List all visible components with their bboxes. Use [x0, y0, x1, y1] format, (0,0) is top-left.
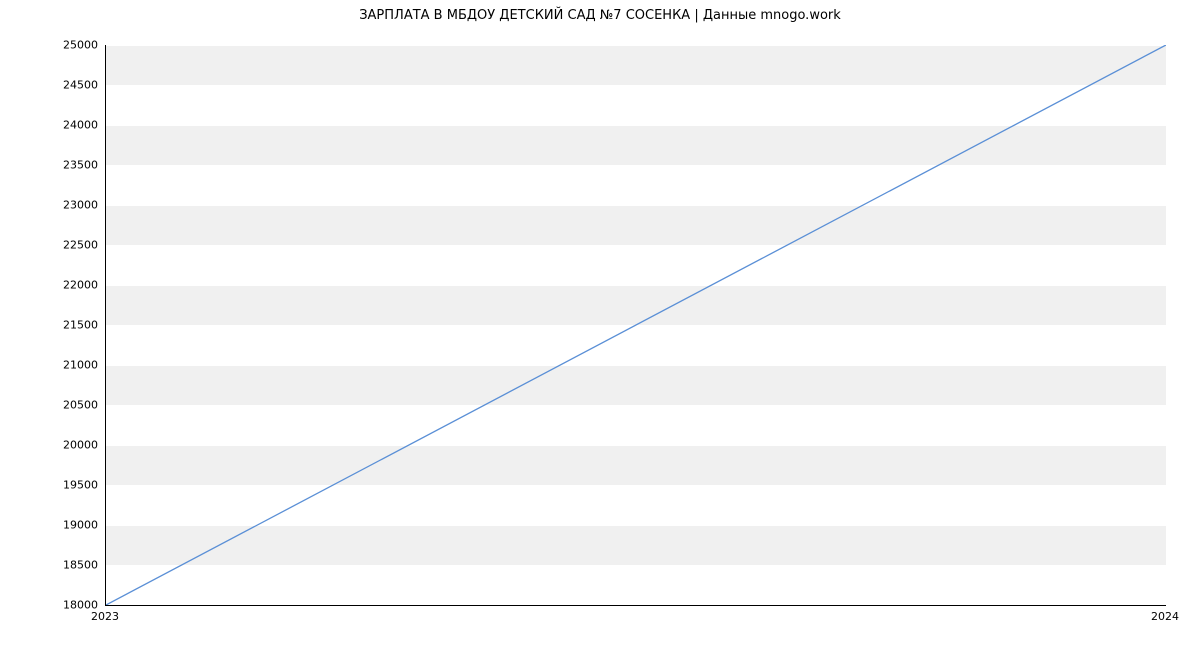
y-tick-label: 18000 [8, 599, 98, 612]
y-tick-label: 24000 [8, 119, 98, 132]
y-tick-label: 19500 [8, 479, 98, 492]
y-tick-label: 25000 [8, 39, 98, 52]
y-tick-label: 22000 [8, 279, 98, 292]
y-tick-label: 20500 [8, 399, 98, 412]
y-tick-label: 21000 [8, 359, 98, 372]
y-tick-label: 21500 [8, 319, 98, 332]
y-tick-label: 24500 [8, 79, 98, 92]
y-tick-label: 19000 [8, 519, 98, 532]
x-tick-label: 2024 [1151, 610, 1179, 623]
gridline [106, 605, 1166, 606]
salary-chart: ЗАРПЛАТА В МБДОУ ДЕТСКИЙ САД №7 СОСЕНКА … [0, 0, 1200, 650]
y-tick-label: 22500 [8, 239, 98, 252]
line-series [106, 45, 1166, 605]
plot-area [105, 45, 1166, 606]
y-tick-label: 23000 [8, 199, 98, 212]
y-tick-label: 20000 [8, 439, 98, 452]
series-line [106, 45, 1166, 605]
y-tick-label: 18500 [8, 559, 98, 572]
y-tick-label: 23500 [8, 159, 98, 172]
chart-title: ЗАРПЛАТА В МБДОУ ДЕТСКИЙ САД №7 СОСЕНКА … [0, 8, 1200, 23]
x-tick-label: 2023 [91, 610, 119, 623]
